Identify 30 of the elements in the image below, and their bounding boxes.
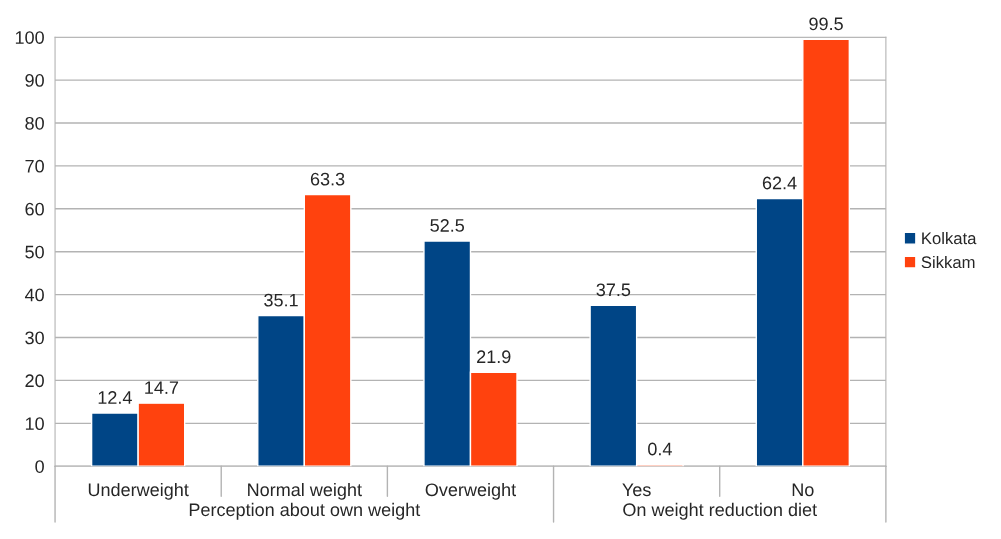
legend-label: Sikkam (921, 255, 975, 269)
data-label: 14.7 (145, 381, 179, 394)
y-tick-label: 0 (35, 460, 44, 473)
y-tick-label: 60 (25, 202, 44, 216)
data-label: 37.5 (596, 283, 631, 297)
y-tick-label: 40 (24, 288, 44, 302)
x-tick-label: Underweight (88, 482, 189, 500)
x-tick-label: No (792, 483, 814, 497)
data-label: 21.9 (477, 350, 511, 364)
y-tick-label: 80 (25, 116, 44, 130)
y-tick-label: 30 (25, 331, 44, 345)
y-tick-label: 100 (15, 31, 44, 44)
data-label: 12.4 (98, 391, 132, 404)
data-label: 62.4 (762, 176, 797, 190)
x-tick-label: Normal weight (248, 482, 362, 500)
data-label: 63.3 (310, 172, 345, 186)
data-label: 52.5 (430, 219, 465, 232)
y-tick-label: 90 (25, 74, 44, 87)
y-tick-label: 70 (25, 159, 44, 173)
text: Perception about own weight (189, 502, 421, 520)
y-tick-label: 20 (25, 374, 44, 388)
text: On weight reduction diet (623, 502, 817, 520)
legend-label: Kolkata (922, 232, 977, 245)
data-label: 99.5 (809, 17, 843, 31)
data-label: 35.1 (264, 293, 298, 307)
data-label: 0.4 (648, 442, 672, 456)
x-tick-label: Yes (622, 483, 651, 497)
y-tick-label: 50 (25, 245, 44, 259)
y-tick-label: 10 (25, 417, 44, 431)
x-tick-label: Overweight (425, 482, 516, 500)
